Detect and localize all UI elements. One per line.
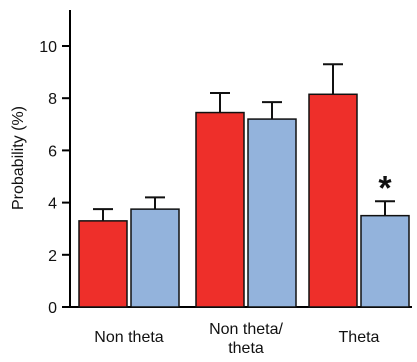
bar [360, 214, 410, 308]
x-tick-label: Non theta [94, 329, 163, 346]
y-ticks: 0 2 4 6 8 10 [39, 39, 70, 317]
x-tick-label: Non theta/ [209, 321, 283, 338]
bar [78, 220, 128, 308]
x-tick-label: Theta [339, 329, 380, 346]
bar [130, 208, 180, 308]
bar [195, 111, 245, 308]
y-tick-label: 2 [48, 248, 57, 265]
annotations: * [378, 169, 392, 207]
x-tick-labels: Non theta Non theta/theta Theta [94, 321, 379, 357]
y-tick-label: 4 [48, 196, 57, 213]
y-tick-label: 0 [48, 300, 57, 317]
y-tick-label: 10 [39, 39, 57, 56]
x-tick-label: theta [228, 340, 264, 357]
bar [247, 118, 297, 308]
y-tick-label: 8 [48, 91, 57, 108]
y-axis-label: Probability (%) [10, 106, 27, 210]
bars [78, 63, 410, 308]
bar [308, 93, 358, 308]
y-tick-label: 6 [48, 143, 57, 160]
significance-marker: * [378, 169, 392, 207]
